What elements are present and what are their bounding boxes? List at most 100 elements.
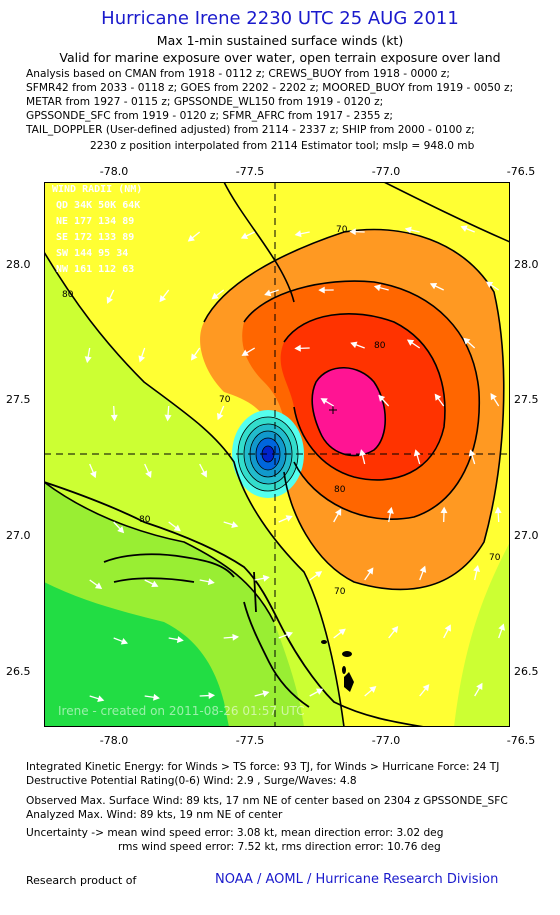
wind-vector-head xyxy=(429,282,438,290)
y-tick-left-3: 27.0 xyxy=(6,529,31,542)
wind-vector-head xyxy=(320,398,328,405)
x-tick-top-3: -77.0 xyxy=(371,165,401,178)
x-tick-bottom-3: -77.0 xyxy=(371,734,401,747)
wind-vector-head xyxy=(216,412,224,421)
y-tick-left-2: 27.5 xyxy=(6,393,31,406)
contour-label: 80 xyxy=(334,485,346,495)
wind-vector-head xyxy=(164,414,172,422)
uncertainty-rms-text: rms wind speed error: 7.52 kt, rms direc… xyxy=(118,841,441,853)
wind-vector-head xyxy=(460,225,468,232)
max-wind-marker xyxy=(329,406,337,414)
contour-label: 80 xyxy=(374,341,386,351)
wind-vector-head xyxy=(138,355,146,363)
analysis-line-2: SFMR42 from 2033 - 0118 z; GOES from 220… xyxy=(26,82,514,94)
wind-vector-head xyxy=(373,284,381,292)
wind-radii-title: WIND RADII (NM) xyxy=(52,184,142,195)
wind-50kt-region-right xyxy=(454,542,510,727)
wind-vector-head xyxy=(440,506,448,514)
wind-radii-row: NE 177 134 89 xyxy=(56,216,134,227)
x-tick-bottom-2: -77.5 xyxy=(235,734,265,747)
wind-vector-head xyxy=(117,526,125,534)
analysis-line-4: GPSSONDE_SFC from 1919 - 0120 z; SFMR_AF… xyxy=(26,110,393,122)
dpr-text: Destructive Potential Rating(0-6) Wind: … xyxy=(26,775,357,787)
analysis-line-1: Analysis based on CMAN from 1918 - 0112 … xyxy=(26,68,450,80)
wind-vector-head xyxy=(350,341,358,349)
wind-vector-head xyxy=(359,449,366,457)
wind-vector-head xyxy=(490,393,497,401)
wind-vector-head xyxy=(476,682,483,691)
wind-vector-head xyxy=(120,637,129,645)
wind-vector-head xyxy=(314,571,323,578)
wind-radii-header: QD 34K 50K 64K xyxy=(56,200,140,211)
wind-vector-head xyxy=(494,506,502,514)
wind-vector-head xyxy=(366,567,374,575)
x-tick-top-1: -78.0 xyxy=(99,165,129,178)
wind-vector-head xyxy=(110,414,118,422)
analysis-line-3: METAR from 1927 - 0115 z; GPSSONDE_WL150… xyxy=(26,96,384,108)
wind-vector-head xyxy=(207,578,215,586)
x-tick-bottom-1: -78.0 xyxy=(99,734,129,747)
contour-label: 70 xyxy=(334,587,346,597)
contour-label: 80 xyxy=(139,515,151,525)
map-subtitle: Max 1-min sustained surface winds (kt) xyxy=(156,33,404,48)
islands xyxy=(321,640,354,692)
x-tick-top-4: -76.5 xyxy=(506,165,536,178)
wind-vector-head xyxy=(231,521,239,528)
wind-vector-head xyxy=(422,684,430,692)
wind-vector-head xyxy=(176,636,184,643)
wind-vector-head xyxy=(200,470,207,478)
wind-vector-head xyxy=(434,393,442,401)
wind-vector-head xyxy=(211,292,219,300)
wind-vector-head xyxy=(240,232,249,239)
wind-vector-head xyxy=(241,349,249,356)
wind-vector-head xyxy=(318,286,325,294)
wind-vector-head xyxy=(391,625,399,634)
y-tick-right-1: 28.0 xyxy=(514,258,539,271)
ike-text: Integrated Kinetic Energy: for Winds > T… xyxy=(26,761,500,773)
analysis-line-5: TAIL_DOPPLER (User-defined adjusted) fro… xyxy=(26,124,475,136)
y-tick-left-1: 28.0 xyxy=(6,258,31,271)
x-tick-bottom-4: -76.5 xyxy=(506,734,536,747)
y-tick-left-4: 26.5 xyxy=(6,665,31,678)
wind-vector-head xyxy=(173,524,181,532)
coastline xyxy=(44,481,425,727)
wind-vector-head xyxy=(413,449,421,457)
wind-vector-head xyxy=(187,234,195,242)
wind-vector-head xyxy=(94,582,103,589)
wind-vector-head xyxy=(285,515,293,522)
contour-lines xyxy=(44,182,510,727)
wind-vector-head xyxy=(468,449,476,457)
wind-radii-row: SW 144 95 34 xyxy=(56,248,128,259)
wind-vector-head xyxy=(262,690,270,698)
map-title: Hurricane Irene 2230 UTC 25 AUG 2011 xyxy=(101,8,459,29)
wind-field-map: 80 70 80 70 80 80 70 70 WIND RADII (NM) … xyxy=(44,182,510,727)
wind-vector-head xyxy=(498,623,505,631)
research-product-label: Research product of xyxy=(26,874,137,887)
wind-vector-head xyxy=(369,686,377,693)
wind-30kt-region xyxy=(44,582,229,727)
wind-vector-head xyxy=(208,692,216,700)
y-tick-right-4: 26.5 xyxy=(514,665,539,678)
contour-label: 80 xyxy=(62,290,74,300)
uncertainty-mean-text: Uncertainty -> mean wind speed error: 3.… xyxy=(26,827,444,839)
map-subtitle-exposure: Valid for marine exposure over water, op… xyxy=(59,50,501,65)
wind-vector-head xyxy=(386,506,394,514)
wind-vector-head xyxy=(404,226,412,234)
contour-label: 70 xyxy=(489,553,501,563)
wind-vector-head xyxy=(444,624,451,632)
wind-vector-head xyxy=(90,470,97,479)
wind-vector-head xyxy=(485,281,494,288)
wind-vector-head xyxy=(315,688,324,695)
wind-vector-head xyxy=(97,695,105,703)
observed-max-text: Observed Max. Surface Wind: 89 kts, 17 n… xyxy=(26,795,508,807)
wind-vector-head xyxy=(84,356,92,364)
wind-vector-head xyxy=(378,394,386,402)
noaa-aoml-link[interactable]: NOAA / AOML / Hurricane Research Divisio… xyxy=(215,872,499,887)
wind-vector-head xyxy=(285,631,294,639)
y-tick-right-2: 27.5 xyxy=(514,393,539,406)
wind-vector-head xyxy=(338,628,346,636)
wind-vector-head xyxy=(463,337,471,345)
wind-vectors xyxy=(84,225,505,703)
wind-vector-head xyxy=(159,295,167,303)
wind-vector-head xyxy=(294,230,302,238)
